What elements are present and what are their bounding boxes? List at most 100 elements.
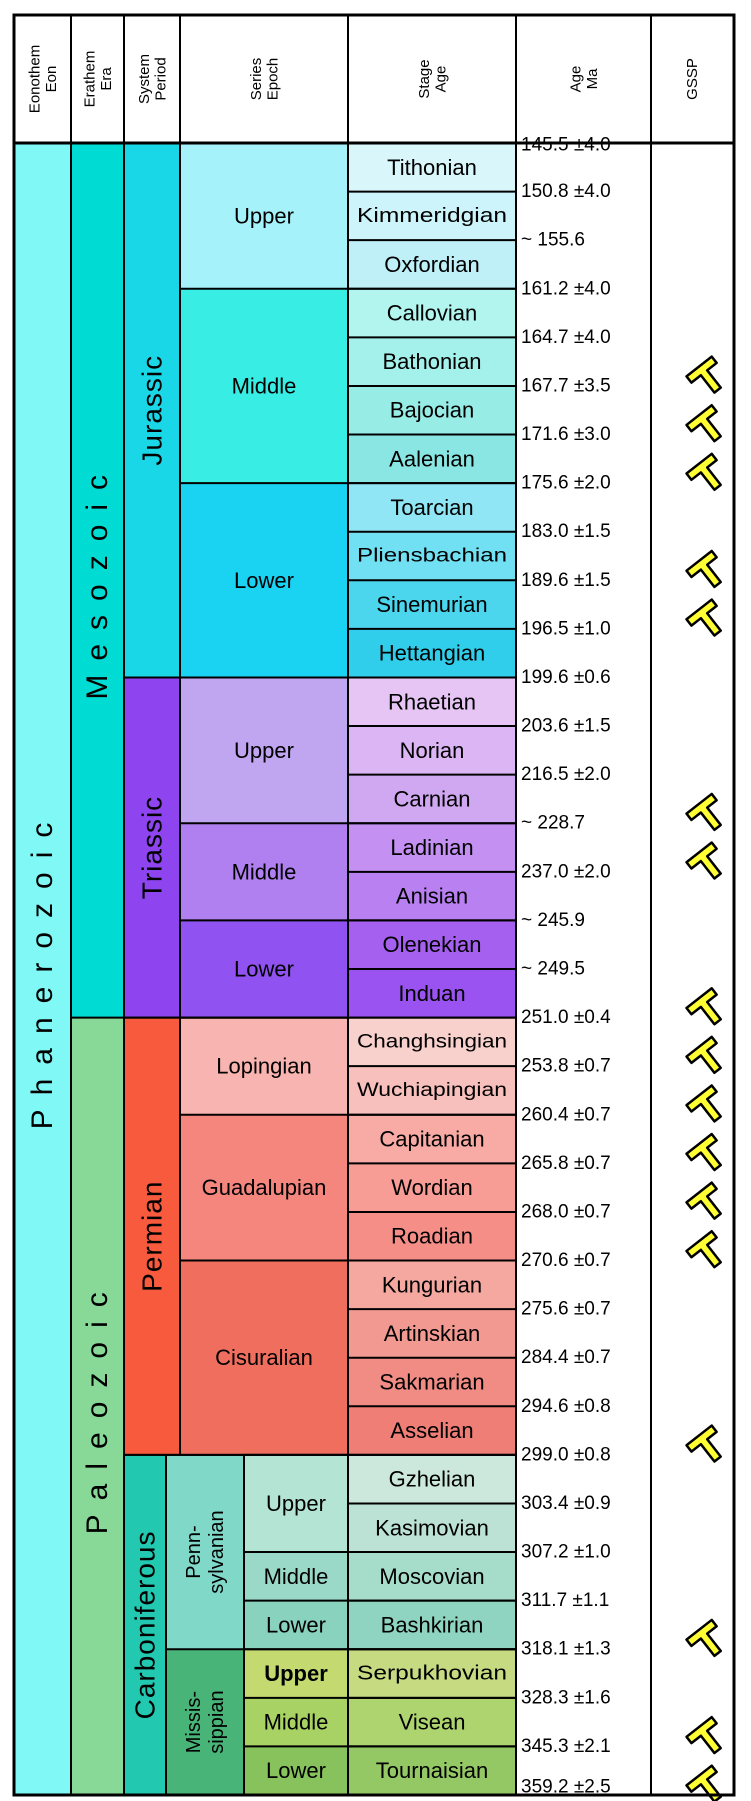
stage-label-7: Toarcian bbox=[390, 495, 473, 520]
series-fill-13 bbox=[244, 1697, 348, 1747]
age-value-30: 311.7 ±1.1 bbox=[521, 1590, 609, 1611]
header-erathem: ErathemEra bbox=[81, 51, 115, 108]
stage-label-14: Ladinian bbox=[390, 835, 473, 860]
age-value-6: 171.6 ±3.0 bbox=[521, 424, 611, 445]
system-label-0: Jurassic bbox=[137, 355, 168, 466]
golden-spike-icon bbox=[685, 1035, 722, 1075]
header-eonothem: EonothemEon bbox=[26, 45, 60, 113]
age-value-12: 203.6 ±1.5 bbox=[521, 716, 611, 737]
stage-label-30: Bashkirian bbox=[381, 1612, 484, 1637]
stage-label-18: Changhsingian bbox=[357, 1031, 507, 1052]
stage-fill-21 bbox=[348, 1163, 516, 1212]
stage-fill-16 bbox=[348, 920, 516, 969]
stage-label-17: Induan bbox=[398, 981, 465, 1006]
unit-fills bbox=[14, 143, 516, 1795]
golden-spike-icon bbox=[685, 1715, 722, 1755]
stage-label-13: Carnian bbox=[393, 786, 470, 811]
golden-spike-icon bbox=[685, 1764, 722, 1801]
stage-label-22: Roadian bbox=[391, 1224, 473, 1249]
stage-label-29: Moscovian bbox=[379, 1564, 484, 1589]
stage-label-8: Pliensbachian bbox=[357, 546, 507, 567]
series-fill-14 bbox=[244, 1746, 348, 1795]
era-label-1: Paleozoic bbox=[81, 1278, 114, 1534]
series-label-3: Upper bbox=[234, 738, 294, 763]
age-value-17: ~ 249.5 bbox=[521, 959, 585, 980]
stage-fill-15 bbox=[348, 871, 516, 921]
system-fill-3 bbox=[124, 1454, 166, 1795]
system-label-2: Permian bbox=[137, 1181, 168, 1292]
series-label-1: Middle bbox=[232, 373, 297, 398]
stage-label-5: Bajocian bbox=[390, 398, 474, 423]
series-label-6: Lopingian bbox=[216, 1054, 311, 1079]
table-border bbox=[12, 13, 736, 1797]
golden-spike-icon bbox=[685, 987, 722, 1026]
age-value-26: 294.6 ±0.8 bbox=[521, 1396, 611, 1417]
header-series: SeriesEpoch bbox=[247, 58, 281, 101]
stage-label-28: Kasimovian bbox=[375, 1515, 489, 1540]
stage-label-4: Bathonian bbox=[382, 349, 481, 374]
series-label-2: Lower bbox=[234, 568, 294, 593]
age-value-32: 328.3 ±1.6 bbox=[521, 1687, 611, 1708]
stage-fill-11 bbox=[348, 677, 516, 727]
age-column: 145.5 ±4.0 150.8 ±4.0 ~ 155.6 161.2 ±4.0 164… bbox=[521, 135, 611, 1798]
series-fill-11 bbox=[244, 1600, 348, 1650]
age-value-10: 196.5 ±1.0 bbox=[521, 618, 611, 639]
series-fill-4 bbox=[180, 823, 348, 921]
stage-fill-31 bbox=[348, 1649, 516, 1698]
golden-spike-icon bbox=[685, 792, 722, 832]
stage-fill-1 bbox=[348, 191, 516, 241]
age-value-25: 284.4 ±0.7 bbox=[521, 1347, 611, 1368]
age-value-24: 275.6 ±0.7 bbox=[521, 1299, 611, 1320]
golden-spike-shape bbox=[685, 598, 722, 637]
age-value-3: 161.2 ±4.0 bbox=[521, 278, 611, 299]
stage-fill-17 bbox=[348, 969, 516, 1018]
era-fill-1 bbox=[71, 1017, 124, 1795]
series-label-9: Upper bbox=[266, 1491, 326, 1516]
series-fill-2 bbox=[180, 483, 348, 678]
series-label-5: Lower bbox=[234, 957, 294, 982]
system-fill-2 bbox=[124, 1017, 180, 1455]
era-label-0: Mesozoic bbox=[81, 461, 114, 700]
series-fill-7 bbox=[180, 1114, 348, 1261]
golden-spike-shape bbox=[685, 987, 722, 1026]
golden-spike-icon bbox=[685, 1424, 722, 1463]
series-label-4: Middle bbox=[232, 859, 297, 884]
golden-spike-icon bbox=[685, 452, 722, 492]
stage-label-3: Callovian bbox=[387, 301, 478, 326]
golden-spike-shape bbox=[685, 792, 722, 832]
stage-fill-8 bbox=[348, 531, 516, 581]
series-fill-0 bbox=[180, 143, 348, 289]
age-value-5: 167.7 ±3.5 bbox=[521, 375, 611, 396]
stage-label-15: Anisian bbox=[396, 884, 468, 909]
age-value-28: 303.4 ±0.9 bbox=[521, 1493, 611, 1514]
series-fill-6 bbox=[180, 1017, 348, 1115]
stage-label-23: Kungurian bbox=[382, 1272, 482, 1297]
stage-label-0: Tithonian bbox=[387, 155, 477, 180]
header-system: SystemPeriod bbox=[135, 54, 169, 104]
golden-spike-shape bbox=[685, 1424, 722, 1463]
golden-spike-shape bbox=[685, 841, 722, 880]
series-fill-10 bbox=[244, 1552, 348, 1601]
age-value-1: 150.8 ±4.0 bbox=[521, 181, 611, 202]
golden-spike-icon bbox=[685, 1084, 722, 1123]
golden-spike-shape bbox=[685, 1035, 722, 1075]
stage-fill-9 bbox=[348, 580, 516, 629]
age-value-33: 345.3 ±2.1 bbox=[521, 1736, 611, 1757]
age-value-18: 251.0 ±0.4 bbox=[521, 1007, 611, 1028]
series-label-11: Lower bbox=[266, 1612, 326, 1637]
series-label-7: Guadalupian bbox=[202, 1175, 327, 1200]
age-value-34: 359.2 ±2.5 bbox=[521, 1777, 611, 1798]
age-value-13: 216.5 ±2.0 bbox=[521, 764, 611, 785]
subsystem-label-1: Missis-sippian bbox=[183, 1690, 228, 1753]
stage-fill-5 bbox=[348, 385, 516, 435]
stage-label-6: Aalenian bbox=[389, 446, 475, 471]
age-value-22: 268.0 ±0.7 bbox=[521, 1201, 611, 1222]
golden-spike-shape bbox=[685, 549, 722, 589]
stage-fill-2 bbox=[348, 240, 516, 289]
stage-label-16: Olenekian bbox=[382, 932, 481, 957]
header-stage: StageAge bbox=[415, 59, 449, 98]
stage-fill-28 bbox=[348, 1503, 516, 1553]
stage-fill-18 bbox=[348, 1017, 516, 1067]
subsystem-fill-1 bbox=[166, 1649, 244, 1795]
